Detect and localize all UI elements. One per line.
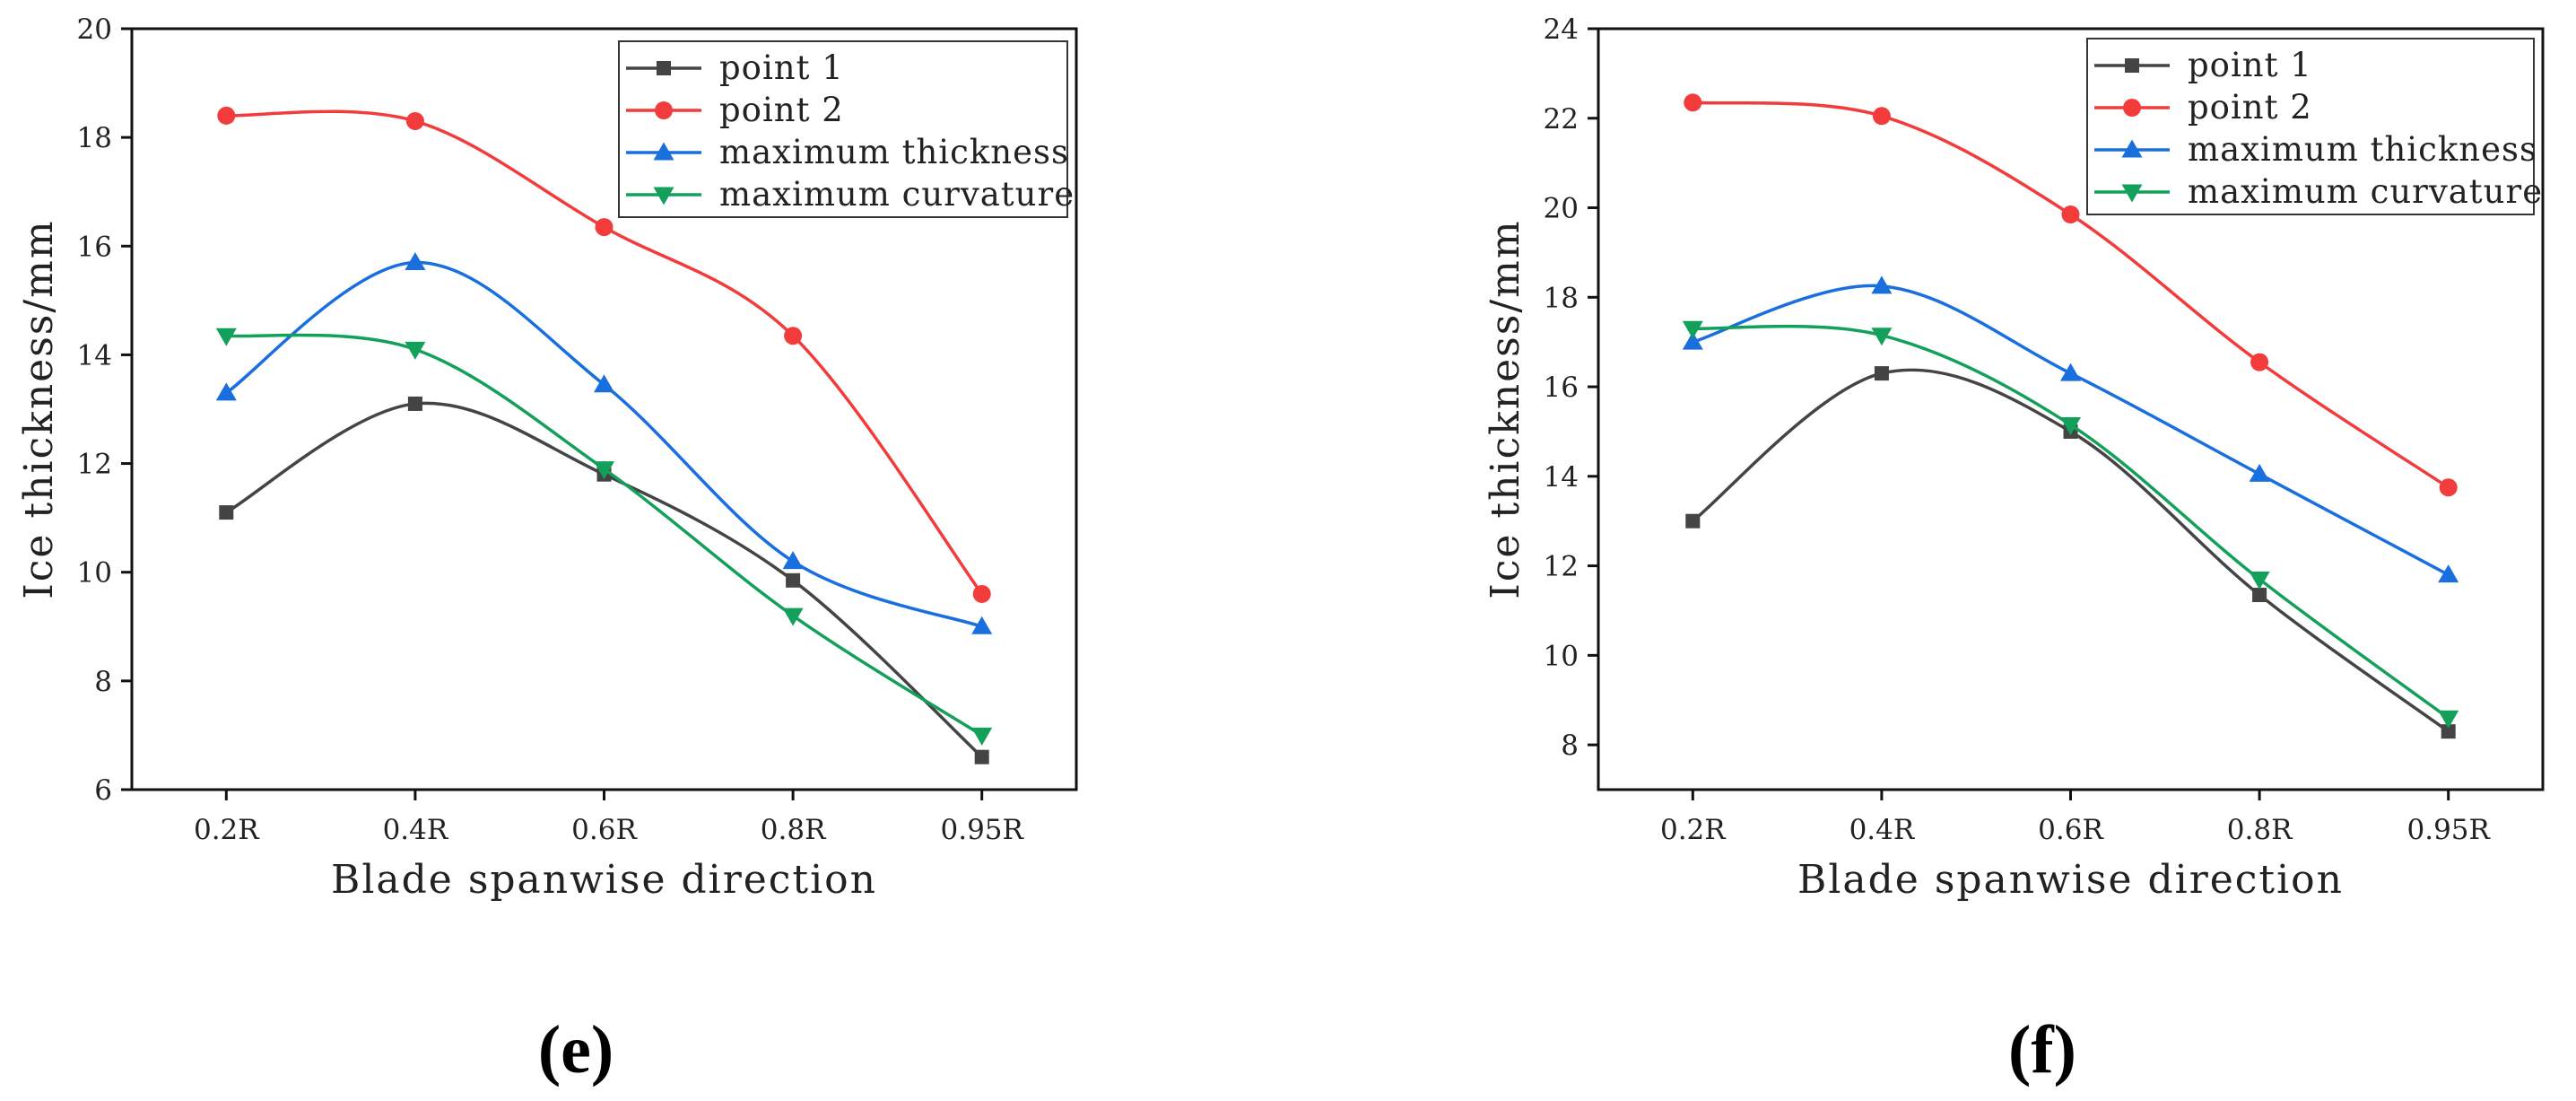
data-point — [2060, 416, 2081, 435]
y-axis-title: Ice thickness/mm — [16, 219, 62, 599]
legend-marker — [2121, 139, 2143, 158]
data-point — [1682, 331, 1703, 350]
x-tick-label: 0.6R — [571, 814, 638, 846]
y-tick-label: 8 — [1561, 730, 1579, 762]
y-axis-title: Ice thickness/mm — [1483, 219, 1528, 599]
legend-label: maximum curvature — [2188, 172, 2543, 211]
y-tick-label: 20 — [77, 13, 112, 46]
x-tick-label: 0.4R — [1849, 814, 1916, 846]
data-point — [784, 327, 803, 345]
x-axis-title: Blade spanwise direction — [331, 857, 877, 903]
data-point — [2249, 463, 2270, 482]
y-tick-label: 22 — [1544, 103, 1579, 135]
chart-panel-e: 6 8 10 12 14 16 18 20 0.2R 0.4R 0.6R 0.8R 0.95R Blade… — [16, 13, 1078, 1088]
y-tick-label: 12 — [1544, 551, 1579, 583]
legend-marker — [653, 187, 674, 205]
data-point — [782, 551, 804, 570]
y-tick-label: 10 — [77, 557, 112, 590]
x-axis-title: Blade spanwise direction — [1797, 857, 2344, 903]
x-tick-label: 0.2R — [194, 814, 260, 846]
legend-marker — [2125, 58, 2139, 73]
panel-label: (f) — [2008, 1012, 2076, 1088]
legend-label: maximum curvature — [719, 175, 1075, 214]
data-point — [971, 727, 993, 746]
data-point — [407, 396, 422, 411]
legend-label: maximum thickness — [2188, 130, 2537, 169]
data-point — [215, 328, 237, 346]
legend-box — [618, 40, 1068, 218]
chart-panel-f: 8 10 12 14 16 18 20 22 24 0.2R 0.4R 0.6R 0.8R 0.95R Bl… — [1483, 13, 2545, 1088]
series-line — [1693, 324, 2450, 720]
data-point — [2060, 363, 2081, 381]
legend-label: point 2 — [719, 91, 844, 129]
data-point — [215, 382, 237, 401]
x-tick-label: 0.95R — [2407, 814, 2492, 846]
legend-label: point 1 — [719, 48, 844, 87]
y-tick-label: 18 — [77, 122, 112, 154]
data-point — [2250, 353, 2269, 371]
legend-label: maximum thickness — [719, 133, 1069, 171]
data-point — [2438, 710, 2459, 729]
legend-marker — [2123, 99, 2141, 117]
y-tick-label: 14 — [77, 339, 112, 371]
data-point — [2249, 572, 2270, 590]
y-tick-label: 10 — [1544, 640, 1579, 672]
data-point — [1684, 93, 1702, 112]
legend-label: point 2 — [2188, 88, 2312, 127]
data-point — [595, 218, 614, 237]
y-tick-label: 16 — [1544, 371, 1579, 404]
legend-marker — [653, 142, 674, 161]
data-point — [1682, 320, 1703, 339]
y-tick-label: 8 — [94, 666, 112, 698]
data-point — [974, 749, 989, 765]
data-point — [2438, 564, 2459, 583]
series-line — [226, 333, 983, 737]
data-point — [594, 374, 614, 393]
x-tick-label: 0.4R — [383, 814, 449, 846]
y-tick-label: 12 — [77, 449, 112, 481]
y-tick-label: 16 — [77, 231, 112, 263]
data-point — [2252, 588, 2267, 603]
data-point — [405, 341, 426, 360]
x-tick-label: 0.8R — [761, 814, 827, 846]
data-point — [2061, 205, 2080, 224]
data-point — [1871, 328, 1893, 346]
y-tick-label: 24 — [1544, 13, 1579, 46]
y-tick-label: 20 — [1544, 193, 1579, 225]
data-point — [217, 106, 236, 125]
data-point — [972, 584, 991, 603]
data-point — [1871, 275, 1893, 294]
data-point — [2439, 478, 2458, 497]
data-point — [1685, 513, 1701, 529]
data-point — [782, 607, 804, 626]
data-point — [971, 616, 993, 634]
x-tick-label: 0.2R — [1660, 814, 1727, 846]
y-tick-label: 6 — [94, 774, 112, 807]
data-point — [405, 251, 426, 270]
y-tick-label: 14 — [1544, 461, 1579, 494]
x-tick-label: 0.6R — [2038, 814, 2104, 846]
x-tick-label: 0.95R — [941, 814, 1025, 846]
y-tick-label: 18 — [1544, 282, 1579, 314]
series-line — [226, 109, 984, 595]
data-point — [405, 111, 424, 130]
legend-box — [2086, 38, 2535, 215]
data-point — [786, 572, 801, 588]
data-point — [219, 505, 234, 520]
legend-marker — [2121, 184, 2143, 203]
series-line — [225, 260, 983, 628]
legend-label: point 1 — [2188, 46, 2312, 84]
panel-label: (e) — [538, 1012, 614, 1088]
data-point — [594, 461, 614, 480]
data-point — [2441, 724, 2456, 739]
data-point — [1872, 107, 1891, 126]
data-point — [1874, 366, 1889, 381]
series-line — [225, 401, 983, 758]
x-tick-label: 0.8R — [2227, 814, 2293, 846]
legend-marker — [657, 61, 671, 75]
legend-marker — [655, 101, 673, 119]
